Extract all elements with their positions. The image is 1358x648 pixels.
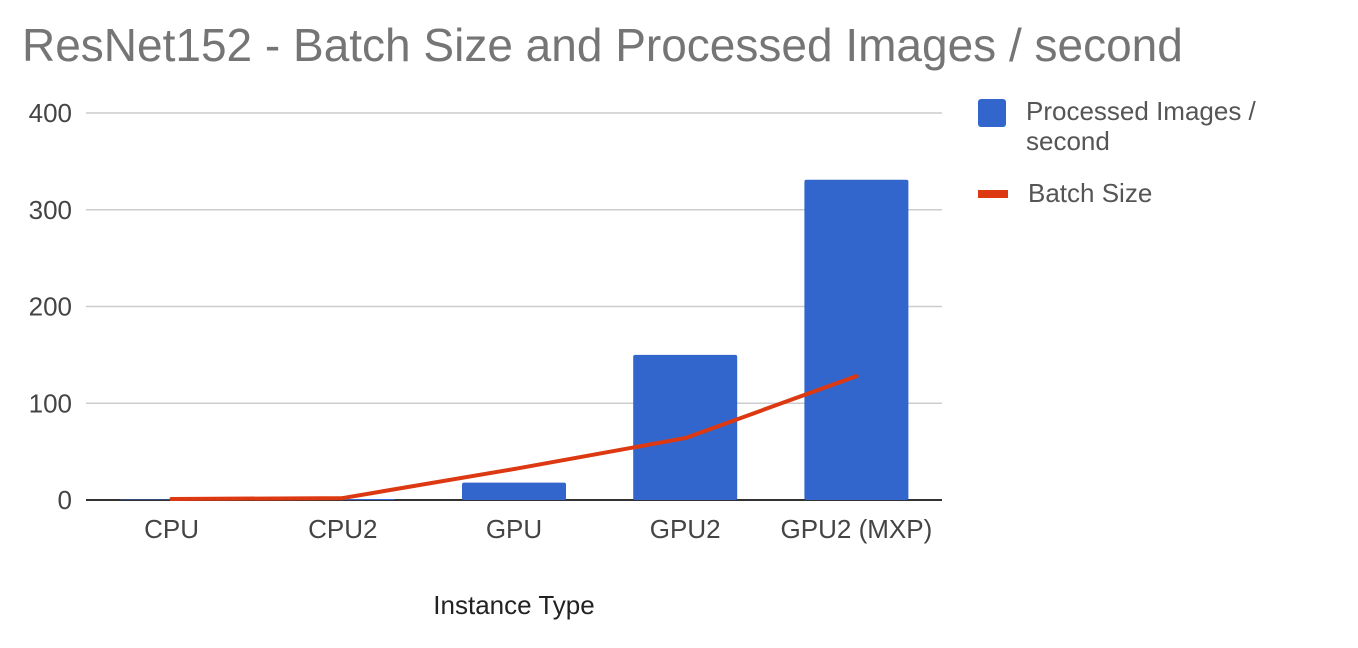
chart-title: ResNet152 - Batch Size and Processed Ima… [22, 19, 1183, 71]
point-batch-size [854, 374, 859, 379]
bar-processed-images [804, 179, 909, 500]
legend-label: Processed Images / second [1026, 96, 1256, 156]
y-tick-label: 100 [29, 388, 72, 418]
x-tick-label: GPU [486, 514, 542, 544]
bar-processed-images [633, 354, 738, 500]
x-tick-label: GPU2 [650, 514, 721, 544]
x-tick-label: CPU [144, 514, 199, 544]
y-tick-label: 200 [29, 292, 72, 322]
point-batch-size [512, 467, 516, 472]
legend-swatch-bar [978, 99, 1006, 127]
legend: Processed Images / second Batch Size [978, 96, 1318, 230]
point-batch-size [169, 497, 174, 502]
legend-item-batch-size: Batch Size [978, 178, 1318, 208]
legend-swatch-line [978, 190, 1008, 198]
x-tick-label: CPU2 [308, 514, 377, 544]
legend-item-processed-images: Processed Images / second [978, 96, 1318, 156]
x-tick-label: GPU2 (MXP) [781, 514, 933, 544]
y-tick-label: 400 [29, 98, 72, 128]
point-batch-size [683, 436, 688, 441]
y-tick-label: 0 [58, 485, 72, 515]
bar-processed-images [462, 482, 566, 500]
line-batch-size [169, 374, 859, 502]
point-batch-size [340, 496, 345, 501]
legend-label: Batch Size [1028, 178, 1153, 208]
x-axis-title: Instance Type [433, 590, 594, 620]
y-tick-label: 300 [29, 195, 72, 225]
